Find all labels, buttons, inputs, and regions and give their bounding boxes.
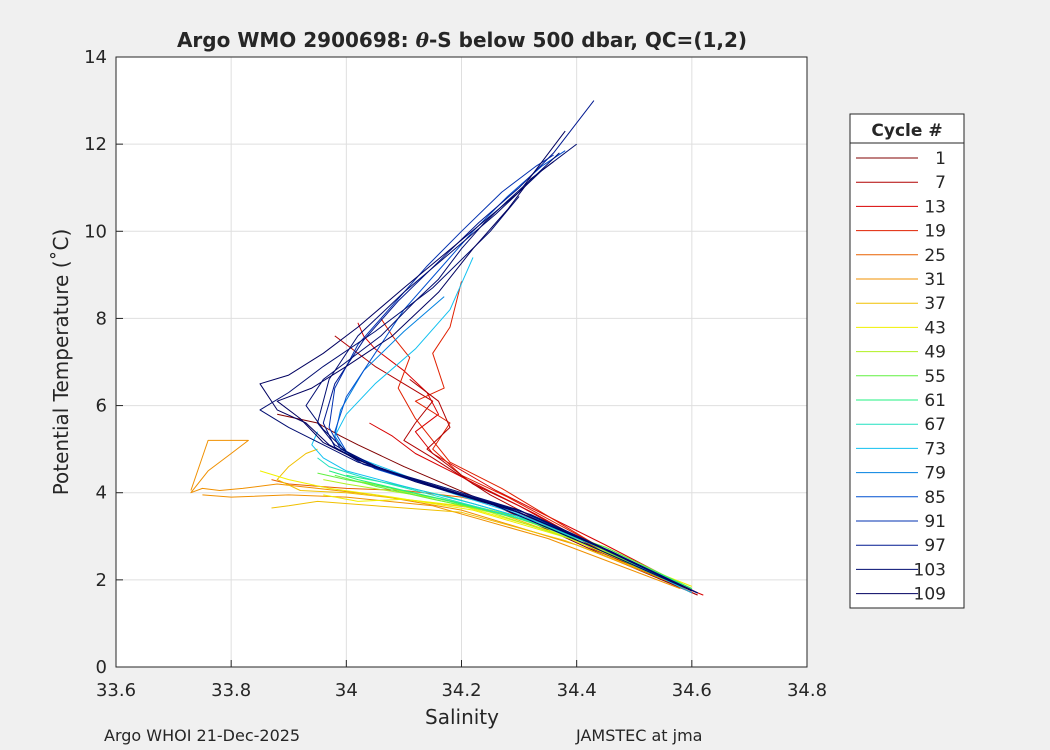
series-line — [276, 161, 693, 592]
legend-label: 7 — [935, 173, 946, 193]
legend-label: 37 — [924, 294, 946, 314]
series-line — [259, 130, 698, 594]
legend-label: 13 — [924, 197, 946, 217]
footer-left: Argo WHOI 21-Dec-2025 — [104, 726, 300, 745]
legend-entries: 1 7 13 19 25 31 37 43 49 55 61 67 73 79 85 91 97 103 109 — [856, 149, 946, 605]
title-theta: θ — [416, 28, 430, 52]
legend-label: 55 — [924, 367, 946, 387]
x-tick-label: 34.6 — [672, 680, 712, 701]
series-line — [259, 196, 693, 592]
x-tick-label: 34.4 — [557, 680, 597, 701]
legend-label: 103 — [914, 560, 946, 580]
legend-label: 109 — [914, 585, 946, 605]
series-line — [305, 152, 698, 594]
series-line — [334, 474, 681, 587]
legend-label: 1 — [935, 149, 946, 169]
x-tick-label: 33.8 — [211, 680, 251, 701]
y-tick-label: 2 — [96, 570, 107, 591]
data-series — [190, 100, 704, 596]
x-tick-label: 34 — [335, 680, 358, 701]
y-tick-label: 10 — [84, 221, 107, 242]
x-tick-label: 34.8 — [787, 680, 827, 701]
series-line — [323, 494, 669, 581]
legend-label: 85 — [924, 488, 946, 508]
series-line — [357, 322, 698, 594]
title-prefix: Argo WMO 2900698: — [177, 28, 416, 52]
y-tick-label: 12 — [84, 134, 107, 155]
y-tick-label: 14 — [84, 47, 107, 68]
legend-label: 49 — [924, 343, 946, 363]
series-line — [380, 318, 698, 594]
series-line — [190, 439, 692, 592]
series-line — [202, 494, 681, 590]
series-line — [414, 281, 693, 594]
legend-label: 73 — [924, 439, 946, 459]
series-line — [271, 500, 681, 585]
x-tick-label: 33.6 — [96, 680, 136, 701]
series-line — [277, 413, 698, 596]
legend-label: 25 — [924, 246, 946, 266]
y-axis-label: Potential Temperature (˚C) — [49, 229, 73, 496]
y-tick-label: 4 — [96, 483, 107, 504]
y-tick-label: 6 — [96, 396, 107, 417]
x-tick-label: 34.2 — [441, 680, 481, 701]
legend-label: 91 — [924, 512, 946, 532]
legend-label: 43 — [924, 318, 946, 338]
legend: Cycle # 1 7 13 19 25 31 37 43 49 55 61 67 73 79 85 91 97… — [849, 113, 965, 609]
legend-label: 19 — [924, 222, 946, 242]
x-axis-label: Salinity — [425, 705, 499, 729]
legend-box — [849, 113, 965, 609]
chart-title: Argo WMO 2900698: θ-S below 500 dbar, QC… — [177, 28, 747, 52]
axis-ticks: 33.6 33.8 34 34.2 34.4 34.6 34.8 0 2 4 6 8 10 12 14 — [84, 47, 827, 701]
y-tick-label: 8 — [96, 308, 107, 329]
y-tick-label: 0 — [96, 657, 107, 678]
legend-label: 97 — [924, 536, 946, 556]
title-suffix: -S below 500 dbar, QC=(1,2) — [429, 28, 747, 52]
legend-title: Cycle # — [871, 121, 942, 141]
legend-label: 31 — [924, 270, 946, 290]
legend-label: 61 — [924, 391, 946, 411]
footer-right: JAMSTEC at jma — [575, 726, 702, 745]
legend-label: 79 — [924, 464, 946, 484]
legend-label: 67 — [924, 415, 946, 435]
